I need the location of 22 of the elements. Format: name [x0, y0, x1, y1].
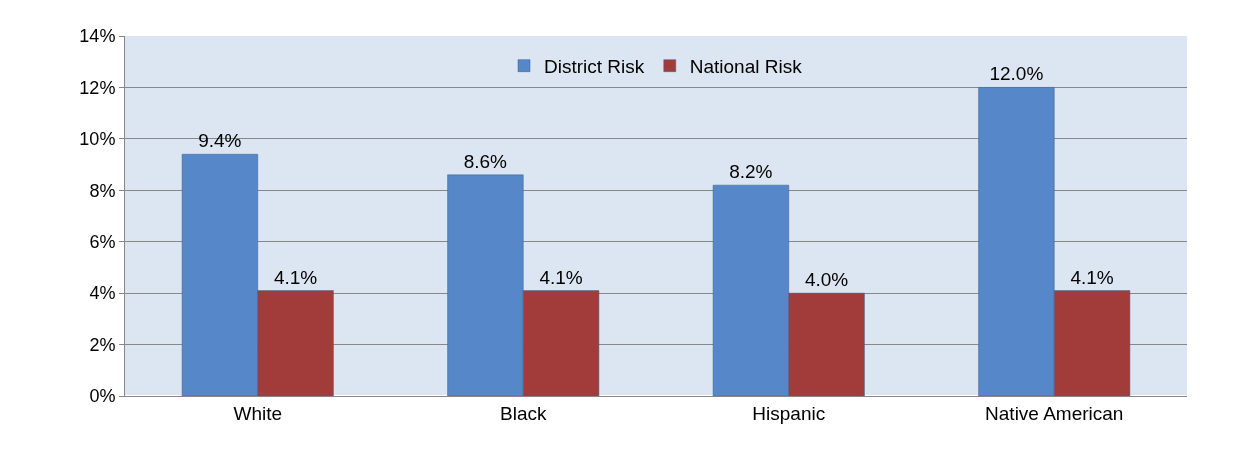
y-tick-label: 6%: [89, 232, 116, 253]
legend-label: District Risk: [544, 56, 645, 78]
data-label: 8.6%: [463, 150, 508, 172]
y-tick-label: 8%: [89, 180, 116, 201]
y-tick-label: 0%: [89, 386, 116, 407]
y-tick-label: 10%: [79, 129, 116, 150]
y-tick-label: 12%: [79, 77, 116, 98]
data-label: 8.2%: [729, 161, 773, 183]
data-label: 4.0%: [804, 269, 849, 291]
y-tick-label: 14%: [79, 26, 116, 47]
legend-label: National Risk: [689, 56, 803, 78]
y-tick-label: 2%: [89, 334, 116, 355]
y-tick-label: 4%: [89, 283, 116, 304]
data-label: 4.1%: [539, 266, 583, 288]
data-label: 4.1%: [1070, 266, 1114, 288]
data-label: 12.0%: [989, 63, 1044, 85]
x-tick-label: White: [233, 402, 283, 424]
x-tick-label: Black: [500, 402, 547, 424]
data-label: 4.1%: [273, 266, 318, 288]
x-tick-label: Native American: [985, 402, 1124, 424]
x-tick-label: Hispanic: [752, 402, 826, 424]
data-label: 9.4%: [198, 130, 242, 152]
